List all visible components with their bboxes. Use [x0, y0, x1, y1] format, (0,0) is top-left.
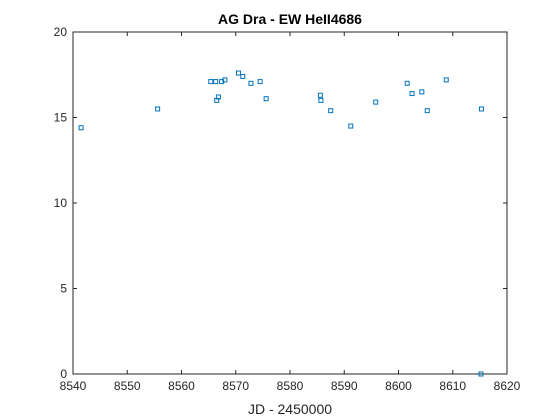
data-point — [222, 77, 228, 83]
data-point — [443, 77, 449, 83]
y-tick-label: 5 — [60, 282, 67, 296]
x-tick-label: 8600 — [385, 379, 412, 393]
data-point — [213, 79, 219, 85]
x-tick-label: 8550 — [114, 379, 141, 393]
plot-area — [72, 31, 508, 375]
data-point — [263, 96, 269, 102]
data-point — [78, 125, 84, 131]
x-tick-label: 8580 — [277, 379, 304, 393]
data-point — [478, 371, 484, 377]
data-point — [155, 106, 161, 112]
y-tick-label: 15 — [54, 111, 68, 125]
data-point — [419, 89, 425, 95]
x-tick-label: 8590 — [331, 379, 358, 393]
x-tick-label: 8540 — [60, 379, 87, 393]
data-point — [215, 94, 221, 100]
data-point — [208, 79, 214, 85]
x-axis-label: JD - 2450000 — [248, 401, 332, 417]
data-point — [373, 99, 379, 105]
x-tick-label: 8620 — [494, 379, 521, 393]
data-point — [348, 123, 354, 129]
data-point — [328, 108, 334, 114]
y-axis-ticks: 0 5 10 15 20 — [54, 25, 507, 381]
chart-title: AG Dra - EW HeII4686 — [218, 11, 362, 27]
data-point — [404, 80, 410, 86]
x-tick-label: 8570 — [222, 379, 249, 393]
data-point — [479, 106, 485, 112]
y-tick-label: 20 — [54, 25, 68, 39]
data-point — [257, 79, 263, 85]
data-point — [318, 97, 324, 103]
data-point — [317, 92, 323, 98]
data-point — [248, 80, 254, 86]
data-point — [424, 108, 430, 114]
data-point — [235, 70, 241, 76]
data-point — [240, 73, 246, 79]
y-tick-label: 0 — [60, 367, 67, 381]
x-axis-ticks: 8540 8550 8560 8570 8580 8590 8600 8610 8620 — [60, 32, 521, 393]
x-tick-label: 8560 — [168, 379, 195, 393]
y-tick-label: 10 — [54, 196, 68, 210]
data-point — [409, 91, 415, 97]
data-markers — [78, 70, 485, 377]
x-tick-label: 8610 — [439, 379, 466, 393]
